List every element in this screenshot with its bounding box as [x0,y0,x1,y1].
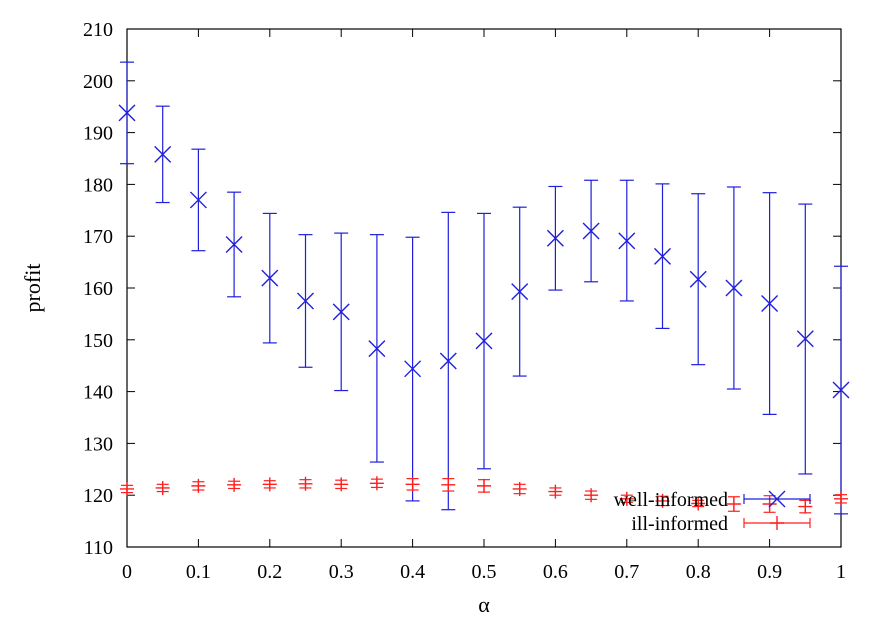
legend-marker [768,490,786,508]
series-well-informed [118,61,850,515]
data-point [477,478,491,493]
y-tick-label: 130 [83,433,113,455]
data-point [725,279,743,297]
data-point [154,145,172,163]
data-point [511,283,529,301]
data-point [189,191,207,209]
data-point [120,481,134,496]
x-tick-label: 0.7 [614,561,639,583]
data-point [369,476,384,491]
y-tick-label: 190 [83,123,113,145]
data-point [261,269,279,287]
data-point [618,232,636,250]
data-point [689,270,707,288]
data-point [297,292,314,310]
x-tick-label: 0.8 [686,561,711,583]
axis-ticks: 0 0.1 0.2 0.3 0.4 0.5 0.6 0.7 0.8 0.9 1 110 120 130 14… [83,19,846,583]
y-tick-label: 110 [84,537,113,559]
data-point [475,332,493,350]
data-point [298,476,313,491]
data-point [262,477,277,492]
data-point [796,330,814,348]
data-point [368,340,386,358]
legend-label: well-informed [614,489,728,511]
x-tick-label: 0.6 [543,561,568,583]
data-point [582,222,600,240]
data-point [834,491,848,506]
x-tick-label: 1 [836,561,846,583]
data-point [832,381,850,399]
x-tick-label: 0.2 [257,561,282,583]
y-tick-label: 120 [83,485,113,507]
y-tick-label: 140 [83,382,113,404]
data-point [726,497,741,512]
legend-label: ill-informed [631,513,728,535]
data-point [546,229,564,247]
data-point [691,496,706,511]
data-point [332,303,350,321]
data-point [654,247,671,265]
legend-marker [770,516,784,530]
y-tick-label: 170 [83,226,113,248]
data-point [155,480,170,495]
data-point [405,477,420,492]
data-point [761,295,779,313]
data-point [404,360,422,378]
data-point [191,478,206,493]
x-tick-label: 0.3 [329,561,354,583]
data-point [334,477,349,492]
data-point [619,491,634,506]
data-point [225,235,243,253]
x-tick-label: 0 [122,561,132,583]
x-axis-label: α [478,592,490,617]
y-tick-label: 160 [83,278,113,300]
data-point [655,493,670,508]
x-tick-label: 0.5 [472,561,497,583]
data-point [118,104,136,122]
data-point [798,499,813,514]
series-ill-informed [120,476,848,514]
y-tick-label: 150 [83,330,113,352]
y-axis-label: profit [20,264,45,313]
data-point [439,352,457,370]
x-tick-label: 0.1 [186,561,211,583]
data-point [548,484,563,499]
y-tick-label: 210 [83,19,113,41]
data-point [584,488,599,503]
x-tick-label: 0.9 [757,561,782,583]
data-point [441,477,456,492]
series-layer [118,61,850,515]
data-point [227,477,242,492]
data-point [512,481,527,496]
x-tick-label: 0.4 [400,561,425,583]
y-tick-label: 180 [83,174,113,196]
y-tick-label: 200 [83,71,113,93]
